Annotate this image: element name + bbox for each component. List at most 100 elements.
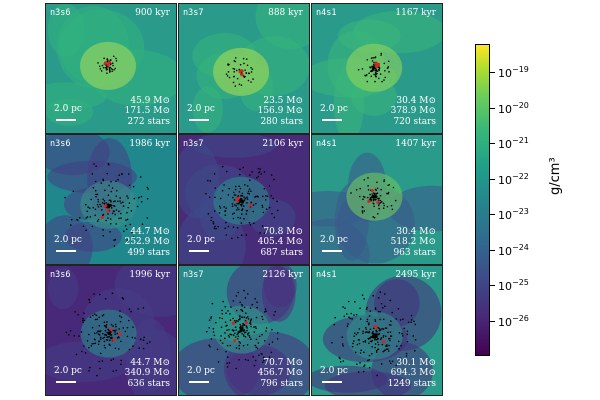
panel-label: n3s6	[50, 270, 71, 280]
scale-bar-label: 2.0 pc	[320, 366, 348, 376]
density-map-image	[46, 4, 176, 133]
colorbar-tick	[490, 72, 495, 73]
panel-label: n4s1	[316, 270, 337, 280]
panel-label: n3s7	[183, 8, 204, 18]
mass-value: 694.3 M⊙	[390, 368, 436, 378]
scale-bar	[56, 381, 76, 383]
scale-bar-label: 2.0 pc	[187, 366, 215, 376]
star-count: 636 stars	[127, 378, 170, 389]
density-map-image	[312, 4, 442, 133]
panel-time: 1407 kyr	[395, 139, 436, 149]
scale-bar	[189, 381, 209, 383]
panel-stats: 70.8 M⊙ 405.4 M⊙ 687 stars	[258, 227, 303, 259]
mass-value: 45.9 M⊙	[130, 95, 170, 106]
mass-value: 252.9 M⊙	[124, 237, 170, 247]
star-count: 499 stars	[127, 247, 170, 258]
star-count: 687 stars	[260, 247, 303, 258]
panel-time: 1996 kyr	[129, 270, 170, 280]
density-panel: n4s1 1167 kyr 2.0 pc 30.4 M⊙ 378.9 M⊙ 720 sta…	[311, 3, 443, 134]
panel-time: 1986 kyr	[129, 139, 170, 149]
colorbar-tick	[490, 249, 495, 251]
mass-value: 70.7 M⊙	[263, 357, 303, 368]
density-map-image	[179, 266, 309, 395]
colorbar-tick-label: 10−21	[498, 136, 529, 151]
colorbar-tick	[490, 143, 495, 144]
density-panel: n3s6 900 kyr 2.0 pc 45.9 M⊙ 171.5 M⊙ 272 star…	[45, 3, 177, 134]
colorbar-tick	[490, 285, 495, 286]
density-map-image	[46, 266, 176, 395]
panel-time: 2126 kyr	[262, 270, 303, 280]
density-panel: n4s1 1407 kyr 2.0 pc 30.4 M⊙ 518.2 M⊙ 963 sta…	[311, 134, 443, 265]
colorbar-tick	[490, 107, 495, 109]
colorbar	[475, 44, 490, 356]
colorbar-tick-label: 10−19	[498, 65, 529, 80]
panel-label: n3s7	[183, 270, 204, 280]
scale-bar-label: 2.0 pc	[320, 235, 348, 245]
mass-value: 340.9 M⊙	[124, 368, 170, 378]
density-panel: n3s7 2126 kyr 2.0 pc 70.7 M⊙ 456.7 M⊙ 796 sta…	[178, 265, 310, 396]
density-panel: n3s7 888 kyr 2.0 pc 23.5 M⊙ 156.9 M⊙ 280 star…	[178, 3, 310, 134]
scale-bar-label: 2.0 pc	[187, 235, 215, 245]
density-map-image	[46, 135, 176, 264]
panel-time: 1167 kyr	[395, 8, 436, 18]
panel-time: 2106 kyr	[262, 139, 303, 149]
mass-value: 30.1 M⊙	[396, 357, 436, 368]
star-count: 963 stars	[393, 247, 436, 258]
panel-stats: 23.5 M⊙ 156.9 M⊙ 280 stars	[258, 96, 303, 128]
scale-bar	[56, 250, 76, 252]
star-count: 720 stars	[393, 116, 436, 127]
mass-value: 44.7 M⊙	[130, 226, 170, 237]
density-map-image	[312, 266, 442, 395]
scale-bar-label: 2.0 pc	[54, 235, 82, 245]
panel-label: n4s1	[316, 139, 337, 149]
colorbar-tick-label: 10−20	[498, 100, 529, 116]
density-map-image	[312, 135, 442, 264]
star-count: 272 stars	[127, 116, 170, 127]
panel-stats: 30.4 M⊙ 518.2 M⊙ 963 stars	[391, 227, 436, 259]
colorbar-tick-label: 10−25	[498, 278, 529, 293]
density-map-image	[179, 135, 309, 264]
colorbar-tick	[490, 214, 495, 215]
panel-stats: 44.7 M⊙ 340.9 M⊙ 636 stars	[125, 358, 170, 390]
density-panel: n3s6 1996 kyr 2.0 pc 44.7 M⊙ 340.9 M⊙ 636 sta…	[45, 265, 177, 396]
density-panel: n3s6 1986 kyr 2.0 pc 44.7 M⊙ 252.9 M⊙ 499 sta…	[45, 134, 177, 265]
scale-bar	[189, 250, 209, 252]
panel-label: n3s7	[183, 139, 204, 149]
colorbar-tick	[490, 320, 495, 322]
mass-value: 378.9 M⊙	[390, 106, 436, 116]
mass-value: 70.8 M⊙	[263, 226, 303, 237]
star-count: 1249 stars	[387, 378, 436, 389]
density-panel: n3s7 2106 kyr 2.0 pc 70.8 M⊙ 405.4 M⊙ 687 sta…	[178, 134, 310, 265]
star-count: 280 stars	[260, 116, 303, 127]
mass-value: 156.9 M⊙	[257, 106, 303, 116]
panel-label: n4s1	[316, 8, 337, 18]
panel-time: 888 kyr	[268, 8, 303, 18]
scale-bar	[322, 381, 342, 383]
panel-stats: 30.4 M⊙ 378.9 M⊙ 720 stars	[391, 96, 436, 128]
mass-value: 23.5 M⊙	[263, 95, 303, 106]
panel-stats: 45.9 M⊙ 171.5 M⊙ 272 stars	[125, 96, 170, 128]
scale-bar-label: 2.0 pc	[187, 104, 215, 114]
mass-value: 518.2 M⊙	[390, 237, 436, 247]
mass-value: 456.7 M⊙	[257, 368, 303, 378]
panel-stats: 44.7 M⊙ 252.9 M⊙ 499 stars	[125, 227, 170, 259]
density-map-image	[179, 4, 309, 133]
panel-time: 900 kyr	[135, 8, 170, 18]
scale-bar-label: 2.0 pc	[54, 366, 82, 376]
density-panel: n4s1 2495 kyr 2.0 pc 30.1 M⊙ 694.3 M⊙ 1249 st…	[311, 265, 443, 396]
mass-value: 44.7 M⊙	[130, 357, 170, 368]
scale-bar	[56, 119, 76, 121]
scale-bar	[322, 119, 342, 121]
panel-stats: 70.7 M⊙ 456.7 M⊙ 796 stars	[258, 358, 303, 390]
scale-bar-label: 2.0 pc	[54, 104, 82, 114]
mass-value: 30.4 M⊙	[396, 95, 436, 106]
mass-value: 171.5 M⊙	[124, 106, 170, 116]
colorbar-tick-label: 10−22	[498, 171, 529, 187]
panel-time: 2495 kyr	[395, 270, 436, 280]
colorbar-tick-label: 10−26	[498, 313, 529, 329]
panel-stats: 30.1 M⊙ 694.3 M⊙ 1249 stars	[388, 358, 436, 390]
colorbar-tick-label: 10−23	[498, 207, 529, 222]
colorbar-tick-label: 10−24	[498, 242, 529, 258]
colorbar-unit-label: g/cm³	[548, 157, 563, 195]
colorbar-tick	[490, 178, 495, 180]
